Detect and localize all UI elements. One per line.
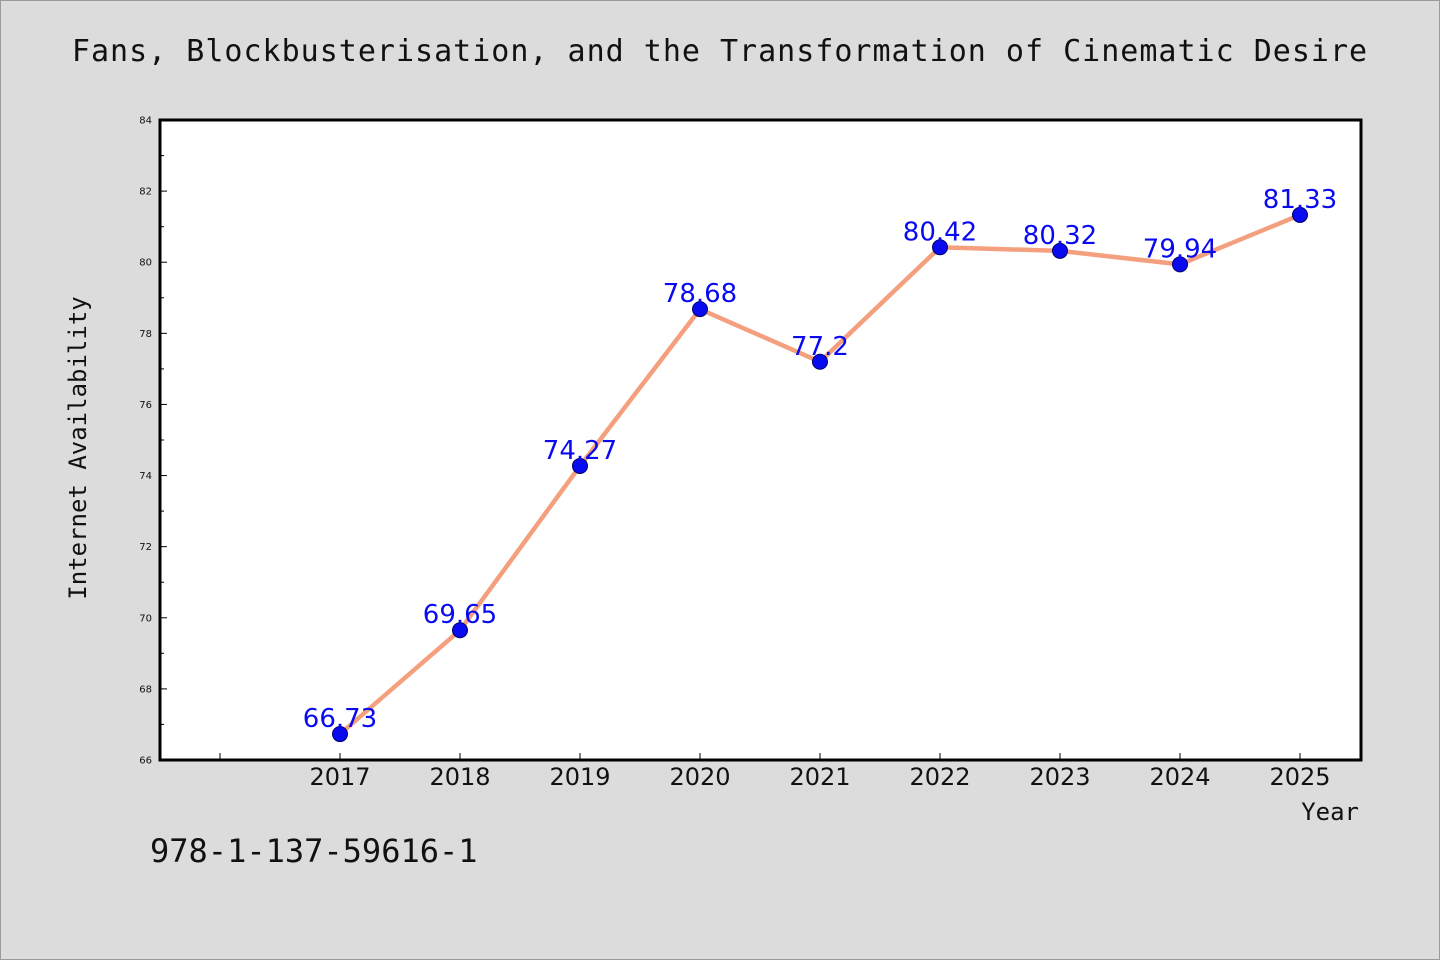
plot-border [158,118,1363,762]
data-label: 80.32 [1023,221,1097,251]
data-label: 74.27 [543,436,617,466]
y-tick-label: 74 [139,471,152,482]
x-tick-label: 2017 [309,763,370,791]
data-label: 79.94 [1143,234,1217,264]
data-point [1172,256,1188,273]
plot-area [160,120,1361,760]
y-tick-label: 66 [139,756,152,767]
data-point [572,457,588,474]
x-tick-label: 2021 [789,763,850,791]
x-tick-label: 2022 [909,763,970,791]
y-axis-title: Internet Availability [64,296,92,599]
data-label: 66.73 [303,704,377,734]
y-tick-label: 72 [139,542,152,553]
data-point [932,239,948,256]
y-tick-label: 70 [139,613,152,624]
y-tick-label: 82 [139,187,152,198]
y-tick-label: 78 [139,329,152,340]
data-point [1292,206,1308,223]
x-axis-title: Year [1301,798,1359,826]
data-point [332,726,348,743]
y-tick-label: 76 [139,400,152,411]
data-label: 69.65 [423,600,497,630]
data-label: 78.68 [663,279,737,309]
isbn-label: 978-1-137-59616-1 [150,832,478,870]
data-label: 77.2 [791,332,849,362]
data-point [692,301,708,318]
data-point [452,622,468,639]
x-tick-label: 2025 [1269,763,1330,791]
x-tick-label: 2023 [1029,763,1090,791]
data-point [812,353,828,370]
data-label: 80.42 [903,217,977,247]
x-tick-label: 2020 [669,763,730,791]
x-tick-label: 2019 [549,763,610,791]
chart-title: Fans, Blockbusterisation, and the Transf… [71,34,1369,69]
data-point [1052,242,1068,259]
data-label: 81.33 [1263,185,1337,215]
x-tick-label: 2024 [1149,763,1210,791]
x-tick-label: 2018 [429,763,490,791]
y-tick-label: 68 [139,684,152,695]
y-tick-label: 80 [139,258,152,269]
y-tick-label: 84 [139,116,152,127]
